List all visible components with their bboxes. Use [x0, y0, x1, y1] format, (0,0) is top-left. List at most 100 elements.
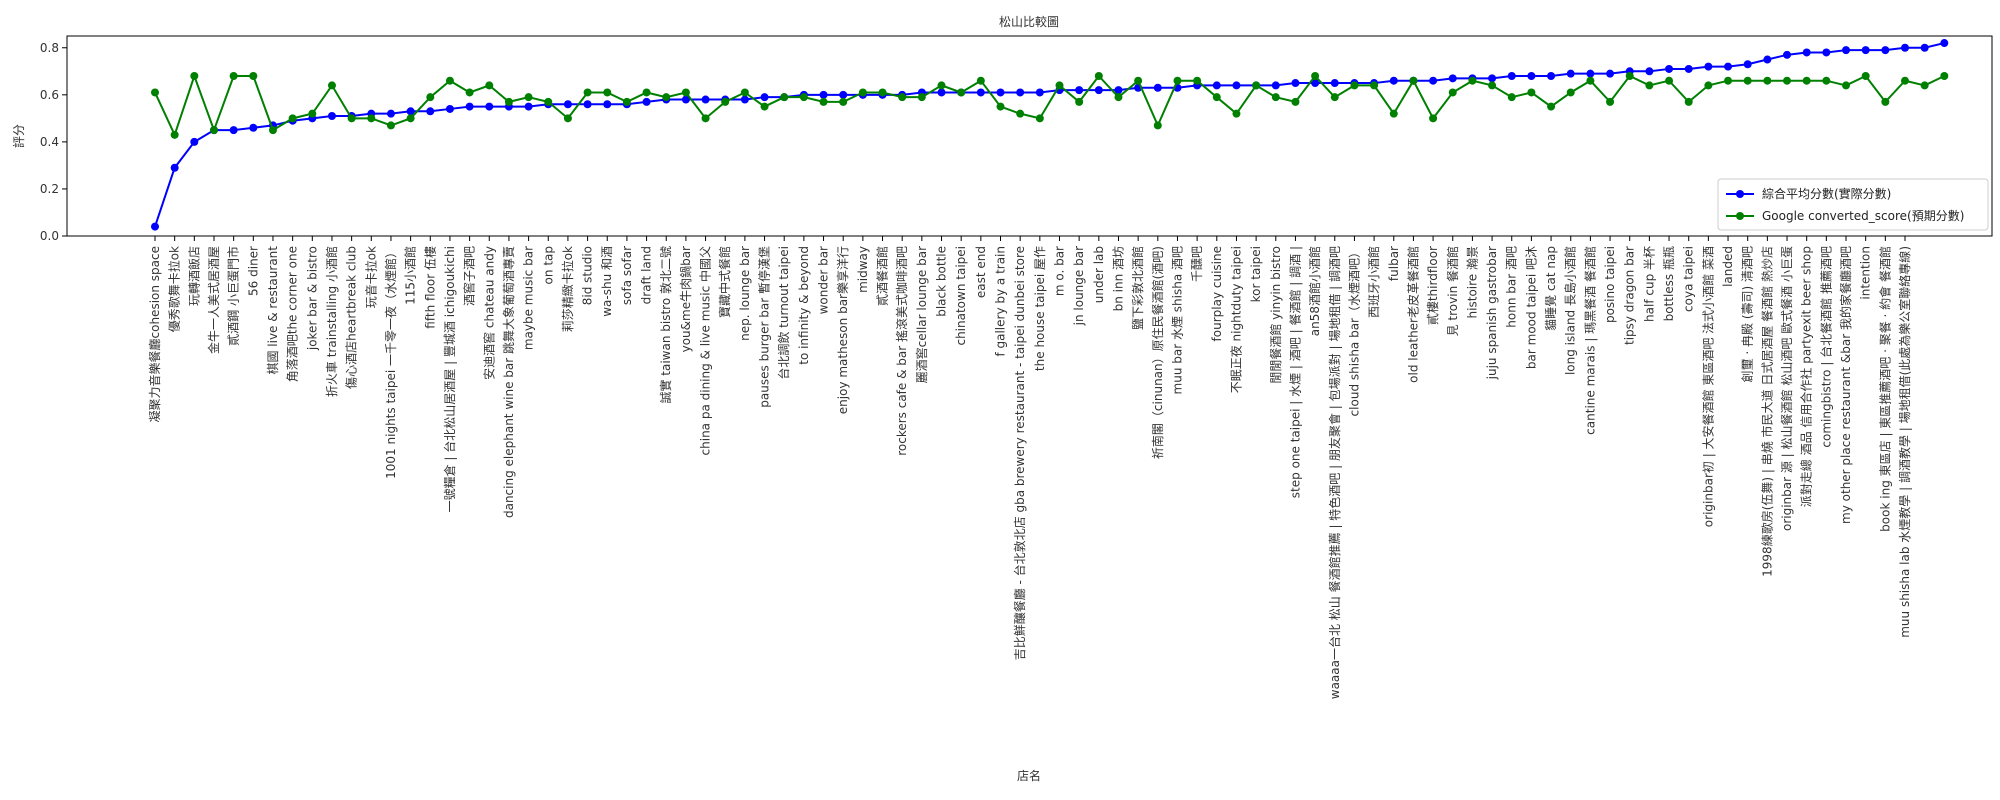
x-tick-label: posino taipei [1603, 246, 1617, 323]
y-tick-label: 0.0 [40, 229, 59, 243]
x-tick-label: 優秀歌舞卡拉ok [167, 246, 182, 332]
x-tick-label: 吉比鮮釀餐廳 - 台北敦北店 gba brewery restaurant - … [1012, 246, 1027, 660]
x-tick-label: half cup 半杯 [1642, 246, 1656, 322]
series-0-point [1743, 60, 1752, 69]
series-0-point [1153, 83, 1162, 92]
series-1-point [1527, 88, 1536, 97]
x-tick-label: 誠實 taiwan bistro 敦北二號 [658, 246, 673, 404]
series-0-point [229, 126, 238, 135]
series-1-point [976, 76, 985, 85]
series-1-point [1232, 109, 1241, 118]
series-0-point [1704, 62, 1713, 71]
series-0-point [1920, 43, 1929, 52]
x-tick-label: 派對走總 酒品 信用合作社 partyexit beer shop [1799, 246, 1814, 507]
series-1-point [1881, 97, 1890, 106]
series-1-point [347, 114, 356, 123]
x-tick-label: 貳酒餐酒館 [875, 246, 890, 306]
series-1-point [327, 81, 336, 90]
series-1-point [1153, 121, 1162, 130]
y-tick-label: 0.8 [40, 41, 59, 55]
series-1-point [1350, 81, 1359, 90]
series-1-point [386, 121, 395, 130]
legend-swatch-marker [1736, 212, 1744, 220]
x-tick-label: waaaa一台北 松山 餐酒館推薦 | 特色酒吧 | 朋友聚會 | 包場派對 |… [1327, 246, 1342, 699]
series-0-point [1665, 64, 1674, 73]
x-tick-label: histoire 瀚景 [1464, 246, 1479, 318]
series-1-point [229, 72, 238, 80]
series-1-point [740, 88, 749, 97]
x-tick-label: 台北調飲 turnout taipei [776, 246, 791, 380]
x-tick-label: enjoy matheson bar樂享洋行 [835, 246, 850, 414]
y-tick-label: 0.4 [40, 135, 59, 149]
series-1-point [1173, 76, 1182, 85]
series-0-point [642, 97, 651, 106]
series-layer [151, 39, 1949, 231]
series-1-point [1861, 72, 1870, 80]
x-tick-label: comingbistro | 台北餐酒館 推薦酒吧 [1818, 246, 1833, 448]
x-tick-label: coya taipei [1682, 246, 1696, 312]
x-tick-label: old leather老皮革餐酒館 [1405, 246, 1420, 383]
x-tick-label: long island 長島小酒館 [1563, 246, 1578, 375]
series-1-point [878, 88, 887, 97]
series-1-point [1724, 76, 1733, 85]
x-tick-label: originbar初 | 大安餐酒館 東區酒吧 法式小酒館 菜酒 [1700, 246, 1715, 527]
x-tick-label: cloud shisha bar（水煙酒吧） [1347, 246, 1361, 416]
series-1-point [406, 114, 415, 123]
x-tick-label: 千醺吧 [1189, 246, 1204, 282]
x-tick-label: black bottle [935, 246, 949, 317]
x-tick-label: juju spanish gastrobar [1485, 246, 1499, 380]
series-1-point [1566, 88, 1575, 97]
series-1-point [170, 130, 179, 139]
series-0-point [1547, 72, 1556, 80]
series-0-point [1488, 74, 1497, 83]
series-0-point [1035, 88, 1044, 97]
series-1-point [642, 88, 651, 97]
x-tick-label: chinatown taipei [954, 246, 968, 346]
series-1-point [1094, 72, 1103, 80]
series-line-0 [154, 42, 1945, 227]
series-0-point [996, 88, 1005, 97]
x-tick-label: 創璽 · 冉殿 (壽司) 清酒吧 [1740, 246, 1755, 382]
x-tick-label: cantine marais | 瑪黑餐酒 餐酒館 [1582, 246, 1597, 435]
series-0-point [1645, 67, 1654, 76]
series-0-point [485, 102, 494, 111]
x-tick-label: 祈南閣（cinunan）原住民餐酒館(酒吧) [1150, 246, 1165, 459]
series-1-point [1488, 81, 1497, 90]
series-1-point [1330, 93, 1339, 102]
x-tick-label: draft land [640, 246, 654, 304]
series-1-point [721, 97, 730, 106]
series-1-point [1684, 97, 1693, 106]
x-tick-label: 棋國 live & restaurant [266, 246, 280, 375]
x-tick-label: under lab [1092, 246, 1106, 303]
series-0-point [426, 107, 435, 116]
x-tick-label: 8id studio [581, 246, 595, 305]
series-1-point [1370, 81, 1379, 90]
x-tick-label: an58酒館小酒館 [1307, 246, 1322, 336]
series-0-point [819, 90, 828, 99]
x-tick-label: honn bar 酒吧 [1505, 246, 1519, 328]
x-tick-label: you&me牛肉鍋bar [678, 246, 693, 352]
x-tick-label: 1998練歌房(伍舞) | 串燒 市民大道 日式居酒屋 餐酒館 熱炒店 [1759, 246, 1774, 577]
series-1-point [1311, 72, 1320, 80]
series-0-point [1271, 81, 1280, 90]
series-0-point [524, 102, 533, 111]
x-tick-label: 酒窖子酒吧 [462, 246, 477, 306]
series-1-point [858, 88, 867, 97]
series-1-point [426, 93, 435, 102]
series-1-point [1763, 76, 1772, 85]
x-tick-label: tipsy dragon bar [1623, 246, 1637, 345]
series-line-1 [154, 72, 1945, 138]
x-tick-label: muu bar 水煙 shisha 酒吧 [1170, 246, 1184, 394]
series-0-point [1507, 72, 1516, 80]
series-0-point [1448, 74, 1457, 83]
series-0-point [1586, 69, 1595, 78]
x-tick-label: fulbar [1387, 246, 1401, 281]
series-0-point [1861, 46, 1870, 55]
series-0-point [839, 90, 848, 99]
series-0-point [445, 104, 454, 113]
x-tick-label: rockers cafe & bar 搖滾美式咖啡酒吧 [894, 246, 909, 456]
series-0-point [1232, 81, 1241, 90]
series-1-point [1507, 93, 1516, 102]
series-1-point [1606, 97, 1615, 106]
series-1-point [1468, 76, 1477, 85]
